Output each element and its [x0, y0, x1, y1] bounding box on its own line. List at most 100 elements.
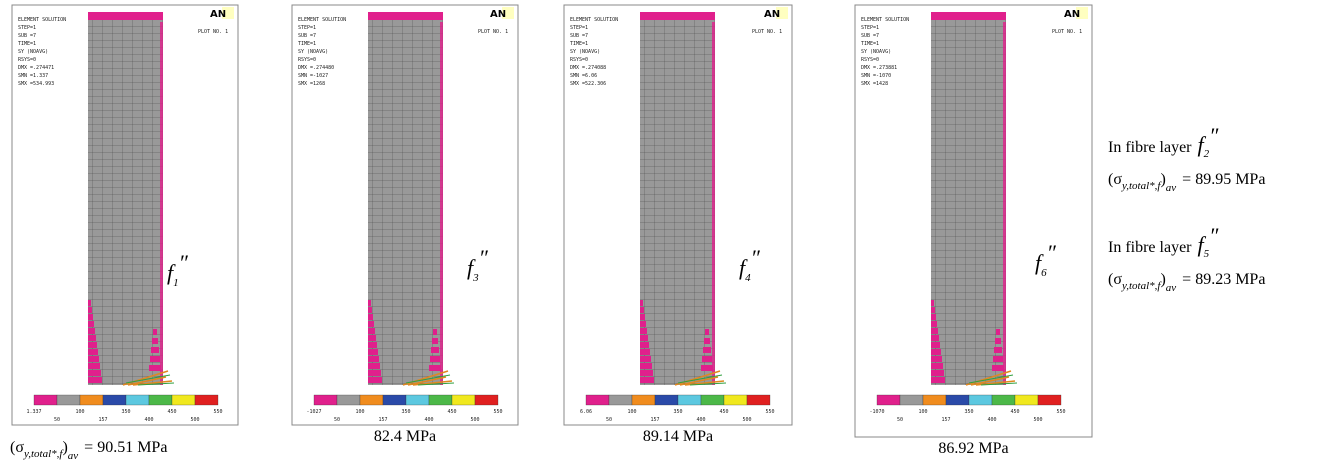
stress-region — [931, 300, 934, 306]
legend-swatch — [877, 395, 900, 405]
legend-swatch — [724, 395, 747, 405]
stress-region — [431, 347, 439, 353]
stress-region — [88, 377, 102, 383]
legend-label: 350 — [964, 409, 973, 415]
legend-swatch — [406, 395, 429, 405]
stress-region — [640, 328, 647, 334]
caption: 86.92 MPa — [938, 440, 1008, 457]
stress-region — [640, 307, 644, 313]
legend-label: 157 — [378, 417, 387, 423]
stress-region — [640, 363, 652, 369]
logo: AN — [764, 9, 780, 20]
stress-region — [640, 370, 653, 376]
plot-number: PLOT NO. 1 — [752, 29, 782, 35]
legend-label: 550 — [765, 409, 774, 415]
stress-region — [368, 314, 373, 320]
legend-swatch — [172, 395, 195, 405]
legend-label: 500 — [742, 417, 751, 423]
legend-label: 6.06 — [580, 409, 592, 415]
note-sigma: (σ — [1108, 271, 1122, 288]
stress-band — [1003, 22, 1006, 385]
stress-region — [88, 307, 92, 313]
layer-label-part: ″ — [751, 245, 761, 270]
stress-region — [640, 342, 649, 348]
stress-region — [368, 356, 379, 362]
legend-label: 450 — [719, 409, 728, 415]
stress-region — [994, 347, 1002, 353]
info-line: SMN =6.06 — [570, 73, 597, 79]
note-sub: y,total*,f — [1121, 280, 1162, 292]
info-line: TIME=1 — [298, 41, 316, 47]
stress-region — [992, 365, 1004, 371]
stress-region — [150, 356, 160, 362]
stress-region — [705, 329, 709, 335]
legend-swatch — [195, 395, 218, 405]
stress-region — [640, 377, 654, 383]
stress-region — [88, 335, 96, 341]
legend-label: 500 — [190, 417, 199, 423]
stress-region — [153, 329, 157, 335]
stress-region — [931, 342, 940, 348]
stress-region — [701, 365, 713, 371]
stress-region — [433, 329, 437, 335]
legend-swatch — [383, 395, 406, 405]
info-line: TIME=1 — [570, 41, 588, 47]
info-line: ELEMENT SOLUTION — [298, 17, 346, 23]
info-line: RSYS=0 — [18, 57, 36, 63]
stress-region — [931, 321, 937, 327]
logo: AN — [210, 9, 226, 20]
stress-region — [88, 321, 94, 327]
legend-swatch — [34, 395, 57, 405]
caption-sub: y,total*,f — [23, 448, 64, 460]
panel: ELEMENT SOLUTIONSTEP=1SUB =7TIME=1SY (NO… — [12, 5, 238, 425]
stress-region — [931, 377, 945, 383]
legend-swatch — [923, 395, 946, 405]
info-line: SMN =1.337 — [18, 73, 48, 79]
info-line: SY (NOAVG) — [570, 49, 600, 55]
note-label-prime: ″ — [1209, 123, 1219, 148]
legend-label: 400 — [987, 417, 996, 423]
stress-region — [432, 338, 438, 344]
legend-label: 1.337 — [26, 409, 41, 415]
legend-label: 450 — [167, 409, 176, 415]
legend-swatch — [149, 395, 172, 405]
stress-region — [640, 300, 643, 306]
note-title: In fibre layerf5″ — [1108, 223, 1219, 260]
info-line: SY (NOAVG) — [298, 49, 328, 55]
info-line: SMX =1268 — [298, 81, 325, 87]
info-line: SMX =534.993 — [18, 81, 54, 87]
info-line: DMX =.274088 — [570, 65, 606, 71]
layer-label-part: ″ — [1047, 240, 1057, 265]
mesh-column — [368, 12, 443, 385]
legend-label: 100 — [918, 409, 927, 415]
legend-swatch — [992, 395, 1015, 405]
info-line: RSYS=0 — [570, 57, 588, 63]
info-line: SMX =522.306 — [570, 81, 606, 87]
note-label-prime: ″ — [1209, 223, 1219, 248]
stress-region — [88, 300, 91, 306]
stress-region — [149, 365, 161, 371]
stress-region — [931, 349, 941, 355]
legend-swatch — [1038, 395, 1061, 405]
legend-swatch — [103, 395, 126, 405]
legend-label: 500 — [470, 417, 479, 423]
legend-swatch — [475, 395, 498, 405]
legend-swatch — [969, 395, 992, 405]
legend-swatch — [360, 395, 383, 405]
logo: AN — [490, 9, 506, 20]
legend-label: 350 — [673, 409, 682, 415]
stress-band — [640, 12, 715, 20]
legend-swatch — [678, 395, 701, 405]
legend-swatch — [452, 395, 475, 405]
legend-swatch — [57, 395, 80, 405]
legend-label: 350 — [121, 409, 130, 415]
info-line: DMX =.273881 — [861, 65, 897, 71]
stress-region — [640, 349, 650, 355]
stress-region — [88, 342, 97, 348]
legend-label: -1027 — [306, 409, 321, 415]
stress-band — [931, 12, 1006, 20]
layer-label-part: ″ — [179, 250, 189, 275]
stress-region — [368, 328, 375, 334]
